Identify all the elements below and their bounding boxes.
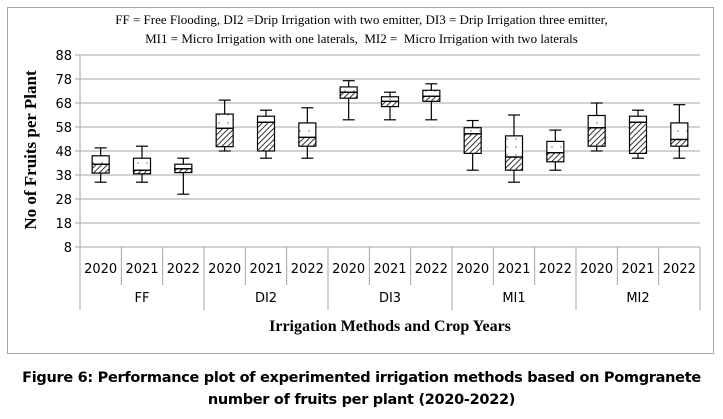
x-year-label: 2020 — [208, 262, 241, 277]
figure-caption-line-1: Figure 6: Performance plot of experiment… — [22, 370, 701, 386]
upper-box — [298, 122, 317, 138]
x-year-label: 2020 — [84, 262, 117, 277]
lower-box — [380, 100, 400, 108]
upper-box — [256, 115, 276, 123]
x-year-label: 2022 — [415, 262, 448, 277]
upper-box — [339, 86, 358, 93]
upper-box — [215, 113, 234, 129]
x-year-label: 2022 — [663, 262, 696, 277]
box-mi1-2020 — [463, 119, 482, 171]
lower-box — [463, 133, 482, 155]
x-year-label: 2022 — [539, 262, 572, 277]
x-group-label: MI1 — [502, 291, 525, 306]
y-tick-label: 68 — [55, 97, 72, 112]
x-year-label: 2021 — [373, 262, 406, 277]
upper-box — [504, 135, 524, 158]
upper-box — [422, 89, 441, 97]
box-mi2-2021 — [628, 109, 648, 159]
y-tick-label: 48 — [55, 145, 72, 160]
box-di2-2022 — [298, 107, 317, 159]
x-year-label: 2020 — [456, 262, 489, 277]
x-axis-title: Irrigation Methods and Crop Years — [269, 318, 511, 335]
x-year-label: 2020 — [332, 262, 365, 277]
x-year-label: 2022 — [167, 262, 200, 277]
x-year-label: 2021 — [249, 262, 282, 277]
lower-box — [546, 152, 565, 163]
box-di3-2022 — [422, 83, 441, 121]
x-year-label: 2021 — [497, 262, 530, 277]
x-year-label: 2021 — [621, 262, 654, 277]
upper-box — [463, 127, 482, 135]
lower-box — [91, 163, 110, 174]
lower-box — [256, 121, 276, 152]
box-di2-2020 — [215, 99, 234, 152]
box-mi1-2021 — [504, 114, 524, 183]
lower-box — [628, 121, 648, 154]
box-di3-2021 — [380, 91, 400, 121]
y-tick-label: 38 — [55, 169, 72, 184]
upper-box — [628, 115, 648, 123]
upper-box — [174, 163, 193, 170]
x-group-label: MI2 — [626, 291, 649, 306]
box-ff-2020 — [91, 147, 110, 183]
box-mi2-2020 — [587, 102, 606, 152]
x-group-label: FF — [135, 291, 150, 306]
x-year-label: 2020 — [580, 262, 613, 277]
lower-box — [422, 95, 441, 102]
x-year-label: 2021 — [125, 262, 158, 277]
y-tick-label: 88 — [55, 49, 72, 64]
upper-box — [132, 157, 152, 171]
box-ff-2022 — [174, 157, 193, 195]
box-ff-2021 — [132, 145, 152, 183]
figure-caption-line-2: number of fruits per plant (2020-2022) — [207, 392, 516, 408]
y-tick-label: 78 — [55, 73, 72, 88]
y-axis-title: No of Fruits per Plant — [21, 70, 40, 230]
upper-box — [546, 140, 565, 154]
box-di3-2020 — [339, 80, 358, 121]
y-tick-label: 28 — [55, 193, 72, 208]
legend-line-2: MI1 = Micro Irrigation with one laterals… — [145, 31, 578, 46]
upper-box — [587, 114, 606, 129]
y-tick-label: 8 — [64, 241, 72, 256]
lower-box — [215, 127, 234, 148]
chart-frame — [7, 7, 714, 354]
legend-line-1: FF = Free Flooding, DI2 =Drip Irrigation… — [115, 12, 608, 27]
lower-box — [298, 136, 317, 147]
box-mi2-2022 — [670, 104, 689, 159]
y-tick-label: 58 — [55, 121, 72, 136]
box-mi1-2022 — [546, 129, 565, 171]
upper-box — [91, 155, 110, 165]
x-group-label: DI3 — [379, 291, 401, 306]
box-di2-2021 — [256, 109, 276, 159]
lower-box — [587, 127, 606, 147]
x-year-label: 2022 — [291, 262, 324, 277]
lower-box — [670, 138, 689, 147]
upper-box — [380, 96, 400, 102]
upper-box — [670, 122, 689, 141]
x-group-label: DI2 — [255, 291, 277, 306]
lower-box — [504, 156, 524, 171]
lower-box — [339, 91, 358, 99]
y-tick-label: 18 — [55, 217, 72, 232]
